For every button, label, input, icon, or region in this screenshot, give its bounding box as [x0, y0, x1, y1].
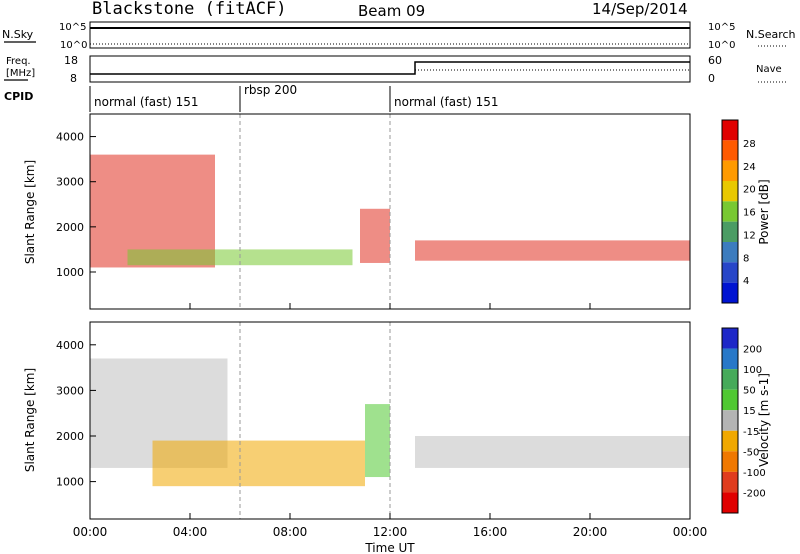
time-axis-labels: 00:00 04:00 08:00 12:00 16:00 20:00 00:00: [73, 525, 708, 539]
y-tick-label: 4000: [56, 131, 84, 144]
velocity-ylabel: Slant Range [km]: [23, 368, 37, 472]
colorbar-swatch: [722, 348, 738, 370]
power-axes: 1000 2000 3000 4000: [56, 131, 691, 309]
colorbar-tick-label: 200: [743, 345, 762, 356]
colorbar-tick-label: 100: [743, 365, 762, 376]
colorbar-swatch: [722, 282, 738, 303]
y-tick-label: 4000: [56, 339, 84, 352]
cpid-segment-label: normal (fast) 151: [94, 95, 198, 109]
velocity-data: [90, 322, 690, 519]
colorbar-tick-label: 15: [743, 406, 756, 417]
y-tick-label: 2000: [56, 221, 84, 234]
x-tick-label: 16:00: [473, 525, 508, 539]
y-tick-label: 3000: [56, 176, 84, 189]
colorbar-tick-label: 16: [743, 208, 756, 219]
colorbar-swatch: [722, 201, 738, 222]
freq-unit: [MHz]: [6, 68, 35, 79]
echo-band: [360, 208, 390, 263]
freq-tick-low: 8: [70, 72, 77, 85]
velocity-axes: 1000 2000 3000 4000: [56, 339, 691, 519]
cpid-row: normal (fast) 151 rbsp 200 normal (fast) 1…: [89, 83, 498, 112]
noise-tick-left-low: 10^0: [60, 40, 87, 51]
nave-tick-high: 60: [708, 54, 722, 67]
colorbar-tick-label: 4: [743, 276, 749, 287]
nave-tick-low: 0: [708, 72, 715, 85]
time-axis-title: Time UT: [364, 541, 415, 554]
colorbar-frame: [721, 327, 739, 514]
colorbar-tick-label: 28: [743, 139, 756, 150]
colorbar-swatch: [722, 181, 738, 202]
colorbar-frame: [721, 119, 739, 304]
freq-label: Freq.: [6, 56, 31, 67]
echo-band: [152, 440, 365, 487]
freq-panel: [89, 55, 691, 83]
power-colorbar-label: Power [dB]: [757, 179, 771, 244]
colorbar-tick-label: -15: [743, 427, 759, 438]
colorbar-tick-label: -200: [743, 488, 766, 499]
colorbar-swatch: [722, 430, 738, 452]
x-tick-label: 08:00: [273, 525, 308, 539]
y-tick-label: 1000: [56, 266, 84, 279]
colorbar-swatch: [722, 160, 738, 181]
colorbar-tick-label: 8: [743, 253, 749, 264]
velocity-panel: 1000 2000 3000 4000 Slant Range [km] 200 100…: [23, 321, 771, 520]
y-tick-label: 1000: [56, 476, 84, 489]
cpid-segment-label: rbsp 200: [244, 83, 297, 97]
y-tick-label: 2000: [56, 430, 84, 443]
colorbar-tick-label: -100: [743, 468, 766, 479]
colorbar-swatch: [722, 242, 738, 263]
cpid-segment-label: normal (fast) 151: [394, 95, 498, 109]
echo-band: [90, 154, 215, 268]
colorbar-tick-label: -50: [743, 447, 759, 458]
x-tick-label: 04:00: [173, 525, 208, 539]
echo-band: [365, 404, 390, 478]
colorbar-swatch: [722, 389, 738, 411]
colorbar-swatch: [722, 471, 738, 493]
colorbar-swatch: [722, 369, 738, 390]
x-tick-label: 00:00: [73, 525, 108, 539]
noise-tick-right-low: 10^0: [708, 40, 735, 51]
noise-tick-right-high: 10^5: [708, 22, 735, 33]
station-title: Blackstone (fitACF): [92, 0, 286, 19]
cpid-label: CPID: [4, 90, 33, 103]
colorbar-tick-label: 12: [743, 230, 756, 241]
x-tick-label: 12:00: [373, 525, 408, 539]
freq-trace: [90, 61, 690, 75]
x-tick-label: 00:00: [673, 525, 708, 539]
echo-band: [415, 436, 690, 468]
y-tick-label: 3000: [56, 384, 84, 397]
nave-label: Nave: [756, 64, 782, 75]
velocity-colorbar-label: Velocity [m s-1]: [757, 373, 771, 467]
noise-tick-left-high: 10^5: [59, 22, 86, 33]
colorbar-swatch: [722, 262, 738, 283]
power-data: [90, 114, 690, 309]
colorbar-swatch: [722, 140, 738, 161]
freq-tick-high: 18: [64, 54, 78, 67]
colorbar-tick-label: 24: [743, 162, 756, 173]
colorbar-tick-label: 50: [743, 386, 756, 397]
power-ylabel: Slant Range [km]: [23, 160, 37, 264]
date-title: 14/Sep/2014: [592, 0, 688, 18]
freq-traces: [90, 61, 690, 75]
colorbar-swatch: [722, 492, 738, 513]
colorbar-swatch: [722, 451, 738, 472]
velocity-colorbar: 200 100 50 15 -15 -50 -100 -200: [721, 327, 766, 514]
colorbar-tick-label: 20: [743, 185, 756, 196]
echo-band: [415, 240, 690, 261]
nsky-label: N.Sky: [2, 28, 34, 41]
power-colorbar: 28 24 20 16 12 8 4: [721, 119, 756, 304]
noise-traces: [90, 27, 690, 45]
nsearch-label: N.Search: [746, 28, 796, 41]
x-tick-label: 20:00: [573, 525, 608, 539]
colorbar-swatch: [722, 410, 738, 431]
colorbar-swatch: [722, 328, 738, 349]
beam-title: Beam 09: [358, 2, 425, 20]
noise-panel: [89, 21, 691, 49]
colorbar-swatch: [722, 120, 738, 141]
power-panel: 1000 2000 3000 4000 Slant Range [km] 28 24 20…: [23, 113, 771, 310]
colorbar-swatch: [722, 221, 738, 242]
